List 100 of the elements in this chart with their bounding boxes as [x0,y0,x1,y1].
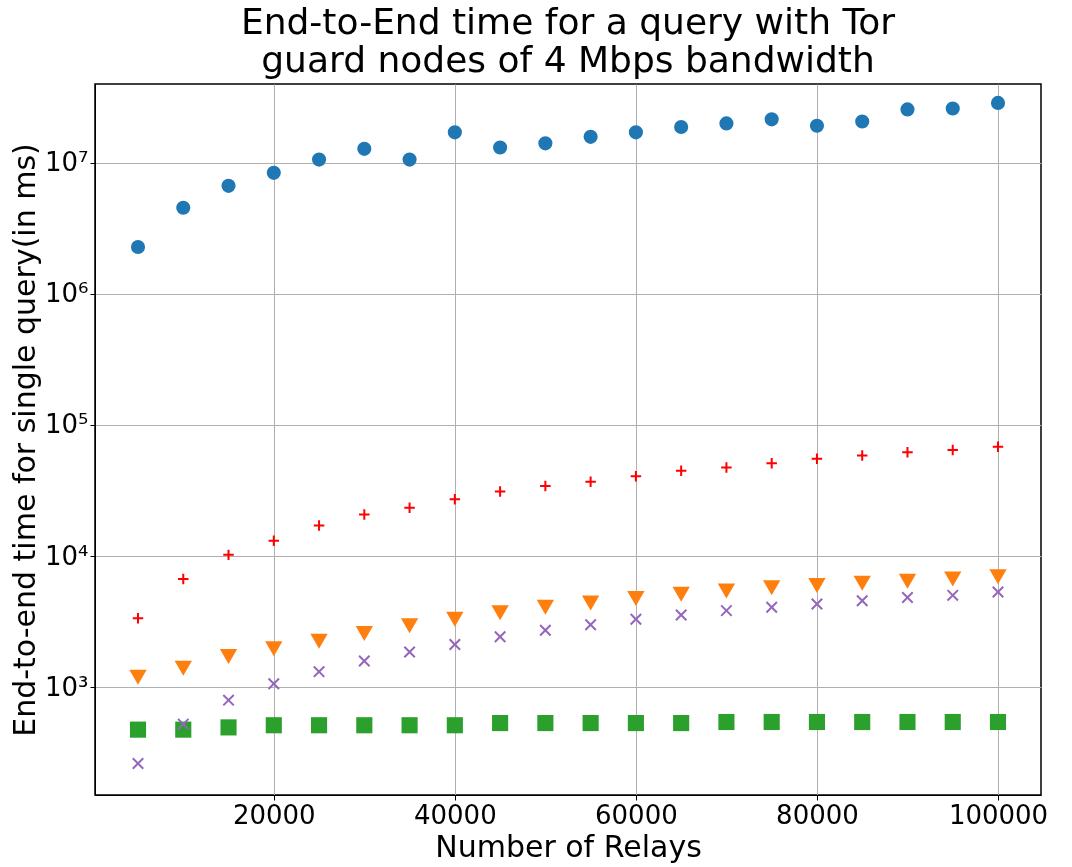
point [672,586,690,602]
point [808,577,826,593]
point [629,470,643,483]
point [584,475,597,489]
point [855,114,870,129]
point [219,649,238,665]
point [539,479,552,493]
point [447,125,462,140]
point [311,152,327,167]
point [491,605,509,621]
point [312,665,326,678]
point [673,715,690,732]
y-tick-label: 10⁴ [44,540,89,571]
point [177,572,190,586]
point [581,595,600,611]
x-axis-title: Number of Relays [435,828,702,864]
point [310,717,328,734]
y-tick-label: 10⁵ [44,409,89,440]
point [765,456,778,470]
point [265,641,283,657]
point [855,449,869,462]
x-tick-label: 40000 [413,799,497,830]
text: End-to-End time for a query with Tor [240,1,896,42]
point [853,575,871,591]
point [944,713,961,731]
point [355,626,373,642]
point [855,594,869,608]
point [266,165,281,180]
point [129,721,147,738]
point [629,613,643,626]
point [764,112,779,127]
point [446,611,464,627]
point [312,519,326,532]
point [584,618,597,631]
point [176,200,191,215]
point [267,677,281,690]
point [357,141,372,156]
point [310,633,328,649]
point [493,630,507,643]
point [131,611,145,625]
point [492,715,509,732]
point [493,485,507,498]
point [177,717,190,731]
point [220,719,237,736]
point [763,713,780,731]
point [810,452,824,466]
point [991,585,1005,599]
point [403,501,416,515]
point [898,573,917,589]
point [446,717,463,734]
point [717,583,736,599]
point [129,669,147,685]
point [358,654,371,668]
point [493,140,508,155]
y-tick-label: 10⁷ [44,147,89,178]
point [946,443,959,457]
point [944,571,962,587]
point [402,152,417,167]
point [400,618,419,634]
point [448,493,462,506]
point [720,604,733,617]
x-tick-label: 20000 [232,799,316,830]
point [356,717,373,734]
y-tick-label: 10⁶ [44,278,89,309]
point [810,597,824,611]
point [267,534,281,547]
point [763,580,781,596]
point [719,116,734,131]
point [809,118,825,133]
point [174,660,192,676]
point [627,591,645,607]
point [991,440,1005,454]
point [582,715,599,732]
point [403,645,416,659]
point [674,464,688,478]
point [537,715,554,732]
point [900,102,915,117]
point [808,713,826,731]
point [765,601,778,614]
point [130,239,146,255]
point [854,713,871,731]
point [720,461,733,474]
point [989,713,1007,731]
point [901,446,914,459]
point [674,119,689,135]
x-tick-label: 60000 [595,799,678,830]
point [222,548,235,562]
point [628,125,643,140]
point [131,757,145,770]
point [945,101,960,116]
point [358,508,371,521]
point [265,717,282,734]
point [627,715,644,732]
point [401,717,418,734]
point [538,136,553,151]
point [222,693,235,707]
point [989,569,1007,585]
y-axis-title: End-to-end time for single query(in ms) [6,143,42,737]
x-tick-label: 100000 [948,799,1049,830]
point [448,638,462,651]
